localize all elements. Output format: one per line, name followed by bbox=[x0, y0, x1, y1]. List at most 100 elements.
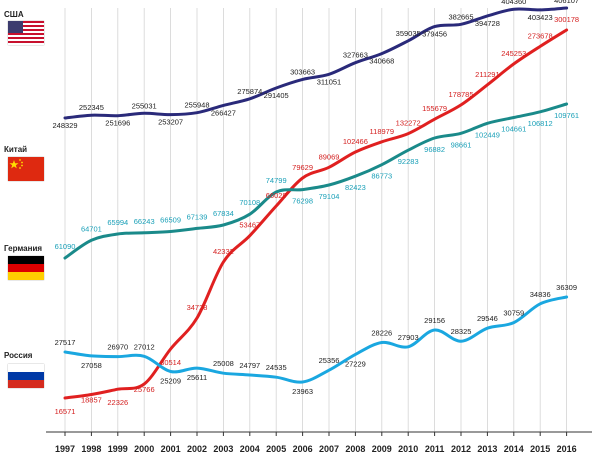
data-label-s3-2000: 27012 bbox=[134, 342, 155, 351]
x-tick-label-2004: 2004 bbox=[240, 444, 260, 454]
x-tick-label-2015: 2015 bbox=[530, 444, 550, 454]
data-label-s2-2002: 67139 bbox=[187, 212, 208, 221]
data-label-s2-2000: 66243 bbox=[134, 217, 155, 226]
data-label-s2-2012: 98661 bbox=[451, 140, 472, 149]
data-label-s0-1997: 248329 bbox=[52, 121, 77, 130]
x-tick-label-2008: 2008 bbox=[345, 444, 365, 454]
data-label-s0-2008: 327663 bbox=[343, 51, 368, 60]
data-label-s1-2016: 300178 bbox=[554, 15, 579, 24]
x-tick-label-2011: 2011 bbox=[425, 444, 445, 454]
data-label-s2-2007: 79104 bbox=[319, 192, 340, 201]
data-label-s3-2014: 30759 bbox=[503, 309, 524, 318]
data-label-s2-2015: 106812 bbox=[528, 119, 553, 128]
data-label-s3-2003: 25008 bbox=[213, 359, 234, 368]
country-label-germany: Германия bbox=[4, 244, 43, 253]
x-tick-label-2005: 2005 bbox=[266, 444, 286, 454]
data-labels: 2483292523452516962550312532072559482664… bbox=[52, 0, 579, 416]
data-label-s3-2015: 34836 bbox=[530, 290, 551, 299]
data-label-s2-1997: 61090 bbox=[55, 242, 76, 251]
data-label-s1-2015: 273678 bbox=[528, 31, 553, 40]
flag-china-icon bbox=[8, 157, 44, 181]
series-line-0 bbox=[63, 6, 569, 120]
data-label-s3-2016: 36309 bbox=[556, 283, 577, 292]
x-tick-label-2016: 2016 bbox=[557, 444, 577, 454]
data-label-s0-2007: 311051 bbox=[317, 77, 341, 86]
data-label-s1-1997: 16571 bbox=[55, 407, 76, 416]
data-label-s1-2005: 66029 bbox=[266, 191, 287, 200]
data-label-s2-2009: 86773 bbox=[371, 172, 392, 181]
x-tick-label-2013: 2013 bbox=[477, 444, 497, 454]
data-label-s3-1997: 27517 bbox=[55, 338, 76, 347]
data-label-s0-2005: 291405 bbox=[264, 91, 289, 100]
data-label-s2-1998: 64701 bbox=[81, 224, 102, 233]
x-tick-label-1998: 1998 bbox=[81, 444, 101, 454]
data-label-s2-2004: 70108 bbox=[239, 198, 260, 207]
data-label-s1-2011: 155679 bbox=[422, 104, 447, 113]
data-label-s3-2012: 28325 bbox=[451, 327, 472, 336]
data-label-s0-2012: 382665 bbox=[448, 12, 473, 21]
data-label-s3-2002: 25611 bbox=[187, 373, 207, 382]
x-tick-label-1999: 1999 bbox=[108, 444, 128, 454]
data-label-s0-2010: 359035 bbox=[396, 29, 421, 38]
series-line-2 bbox=[63, 102, 569, 260]
data-label-s3-2005: 24535 bbox=[266, 363, 287, 372]
data-label-s2-2005: 74799 bbox=[266, 176, 287, 185]
data-label-s3-2004: 24797 bbox=[239, 361, 260, 370]
data-label-s1-2002: 34728 bbox=[187, 303, 208, 312]
data-label-s3-1998: 27058 bbox=[81, 361, 102, 370]
data-label-s3-2007: 25356 bbox=[319, 356, 340, 365]
data-label-s3-2008: 27229 bbox=[345, 359, 366, 368]
x-tick-label-2012: 2012 bbox=[451, 444, 471, 454]
data-label-s0-2016: 406107 bbox=[554, 0, 579, 5]
data-label-s1-2010: 132272 bbox=[396, 119, 421, 128]
data-label-s0-2013: 394728 bbox=[475, 19, 500, 28]
x-tick-label-2007: 2007 bbox=[319, 444, 339, 454]
data-label-s1-1998: 18857 bbox=[81, 396, 102, 405]
data-label-s0-2015: 403423 bbox=[528, 13, 553, 22]
data-label-s1-2013: 211291 bbox=[475, 70, 499, 79]
data-label-s0-1998: 252345 bbox=[79, 103, 104, 112]
x-tick-label-2000: 2000 bbox=[134, 444, 154, 454]
x-tick-label-2002: 2002 bbox=[187, 444, 207, 454]
data-label-s0-2014: 404360 bbox=[501, 0, 526, 6]
grid bbox=[64, 8, 567, 432]
data-label-s0-1999: 251696 bbox=[105, 119, 130, 128]
data-label-s1-2012: 178785 bbox=[448, 90, 473, 99]
data-label-s2-2008: 82423 bbox=[345, 183, 366, 192]
series-line-3 bbox=[63, 295, 569, 384]
data-label-s1-2009: 118979 bbox=[370, 127, 394, 136]
x-tick-label-2006: 2006 bbox=[293, 444, 313, 454]
data-label-s2-2016: 109761 bbox=[554, 111, 579, 120]
data-label-s2-2006: 76298 bbox=[292, 197, 313, 206]
data-label-s0-2001: 253207 bbox=[158, 118, 183, 127]
data-label-s3-2001: 25209 bbox=[160, 376, 181, 385]
data-label-s2-2001: 66509 bbox=[160, 215, 181, 224]
data-label-s0-2011: 379456 bbox=[422, 30, 447, 39]
data-label-s1-2000: 25766 bbox=[134, 385, 155, 394]
data-label-s1-2006: 79629 bbox=[292, 163, 313, 172]
series-line-1 bbox=[63, 28, 569, 400]
data-label-s3-2013: 29546 bbox=[477, 314, 498, 323]
data-label-s3-2010: 27903 bbox=[398, 333, 419, 342]
x-tick-label-2014: 2014 bbox=[504, 444, 524, 454]
data-label-s0-2004: 275874 bbox=[237, 87, 262, 96]
country-label-russia: Россия bbox=[4, 351, 33, 360]
flag-usa-icon bbox=[8, 21, 44, 45]
data-label-s1-1999: 22326 bbox=[107, 398, 128, 407]
country-label-china: Китай bbox=[4, 145, 28, 154]
series-lines bbox=[63, 6, 569, 400]
data-label-s2-2011: 96882 bbox=[424, 145, 445, 154]
data-label-s1-2007: 89069 bbox=[319, 152, 340, 161]
data-label-s1-2001: 30514 bbox=[160, 358, 181, 367]
x-tick-label-2003: 2003 bbox=[213, 444, 233, 454]
data-label-s1-2014: 245253 bbox=[501, 49, 526, 58]
x-tick-label-2009: 2009 bbox=[372, 444, 392, 454]
data-label-s3-1999: 26970 bbox=[107, 343, 128, 352]
x-tick-label-2010: 2010 bbox=[398, 444, 418, 454]
country-label-usa: США bbox=[4, 10, 24, 19]
x-axis-ticks: 1997 1998 1999 2000 2001 2002 2003 2004 2005 2006… bbox=[55, 432, 577, 454]
data-label-s2-2003: 67834 bbox=[213, 209, 234, 218]
flag-russia-icon bbox=[8, 364, 44, 388]
data-label-s3-2011: 29156 bbox=[424, 316, 445, 325]
